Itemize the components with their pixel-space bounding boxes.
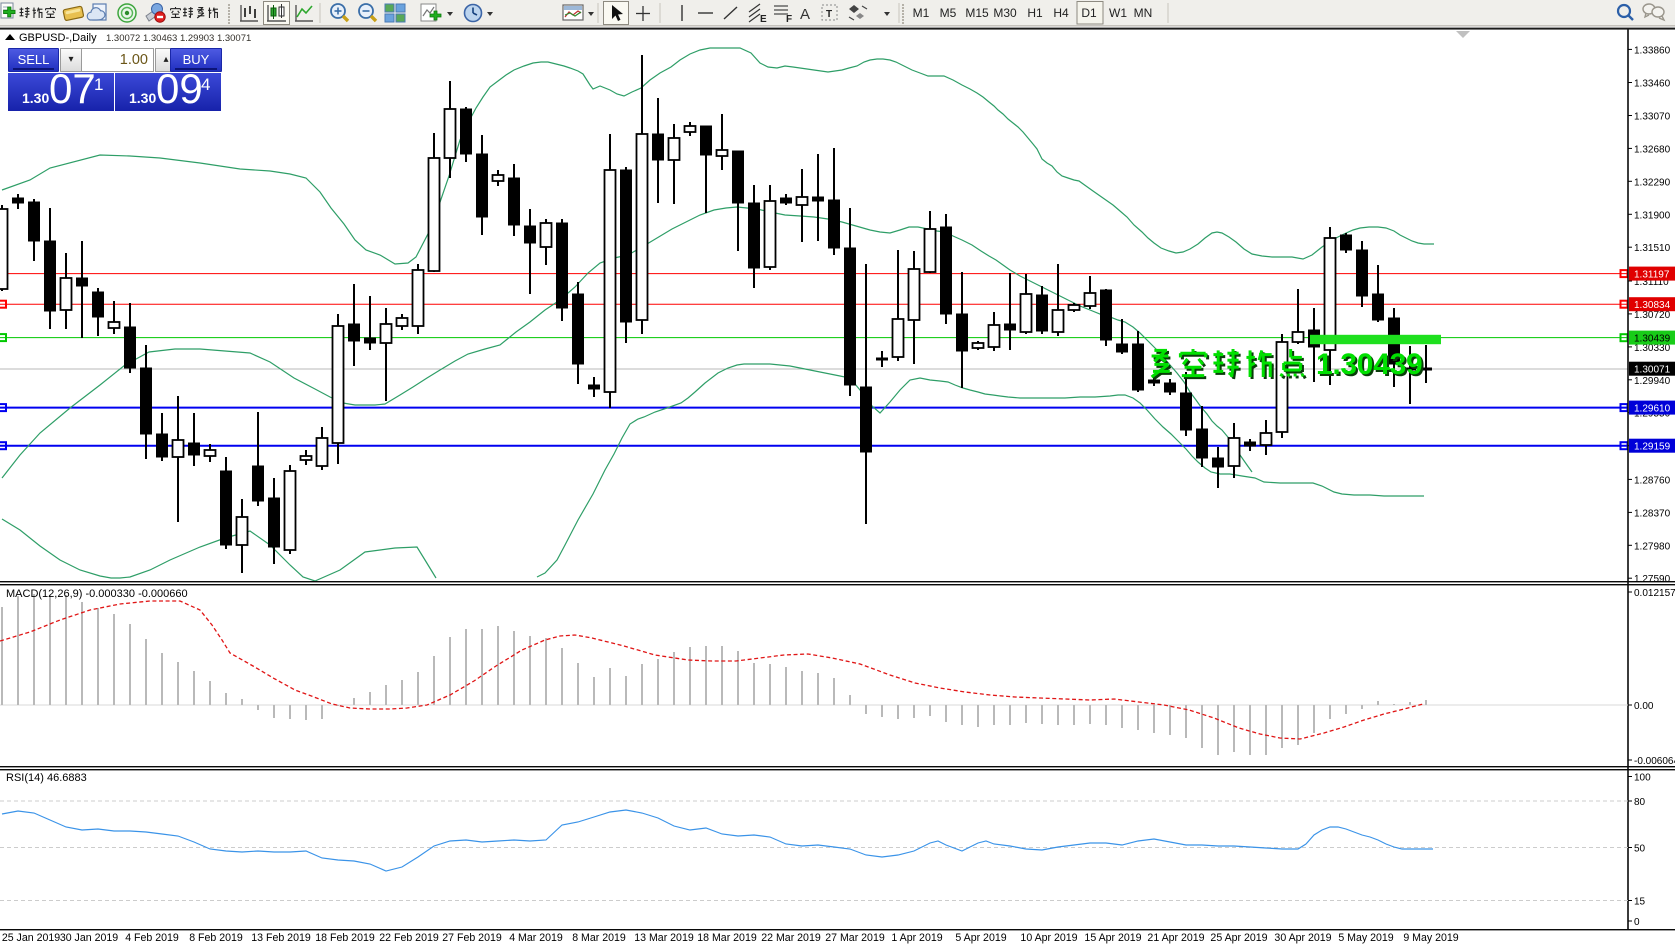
svg-text:D1: D1 [1081, 6, 1097, 20]
svg-text:MN: MN [1134, 6, 1153, 20]
svg-text:1.29159: 1.29159 [1634, 442, 1671, 453]
svg-text:M15: M15 [965, 6, 989, 20]
svg-text:1.29610: 1.29610 [1634, 404, 1671, 415]
svg-text:18 Feb 2019: 18 Feb 2019 [315, 932, 375, 944]
svg-text:W1: W1 [1109, 6, 1127, 20]
svg-text:1.28370: 1.28370 [1634, 508, 1671, 519]
svg-text:1.30330: 1.30330 [1634, 343, 1671, 354]
svg-text:1.28760: 1.28760 [1634, 475, 1671, 486]
svg-text:8 Feb 2019: 8 Feb 2019 [189, 932, 243, 944]
svg-text:30 Jan 2019: 30 Jan 2019 [60, 932, 118, 944]
svg-text:H4: H4 [1053, 6, 1069, 20]
svg-text:F: F [786, 14, 792, 25]
svg-text:18 Mar 2019: 18 Mar 2019 [697, 932, 757, 944]
svg-text:8 Mar 2019: 8 Mar 2019 [572, 932, 626, 944]
svg-text:5 May 2019: 5 May 2019 [1338, 932, 1393, 944]
svg-text:13 Mar 2019: 13 Mar 2019 [634, 932, 694, 944]
svg-text:4 Mar 2019: 4 Mar 2019 [509, 932, 563, 944]
svg-text:4 Feb 2019: 4 Feb 2019 [125, 932, 179, 944]
svg-text:-0.006064: -0.006064 [1634, 756, 1675, 767]
svg-text:1.30071: 1.30071 [1634, 365, 1671, 376]
svg-text:1.33070: 1.33070 [1634, 112, 1671, 123]
svg-text:1.30439: 1.30439 [1318, 350, 1424, 383]
svg-text:21 Apr 2019: 21 Apr 2019 [1147, 932, 1204, 944]
svg-text:100: 100 [1634, 773, 1651, 784]
svg-text:MACD(12,26,9) -0.000330 -0.000: MACD(12,26,9) -0.000330 -0.000660 [6, 588, 188, 600]
svg-text:1.31900: 1.31900 [1634, 210, 1671, 221]
svg-text:M30: M30 [993, 6, 1017, 20]
svg-text:0.00: 0.00 [1634, 701, 1654, 712]
svg-text:1.33460: 1.33460 [1634, 79, 1671, 90]
svg-text:1.30720: 1.30720 [1634, 310, 1671, 321]
svg-text:9 May 2019: 9 May 2019 [1403, 932, 1458, 944]
svg-text:25 Apr 2019: 25 Apr 2019 [1210, 932, 1267, 944]
svg-text:M5: M5 [940, 6, 957, 20]
svg-text:1 Apr 2019: 1 Apr 2019 [891, 932, 942, 944]
svg-text:GBPUSD-,Daily: GBPUSD-,Daily [19, 32, 97, 44]
svg-text:1.31510: 1.31510 [1634, 243, 1671, 254]
svg-text:1.32290: 1.32290 [1634, 177, 1671, 188]
svg-text:M1: M1 [913, 6, 930, 20]
svg-text:A: A [800, 6, 810, 23]
svg-text:15 Apr 2019: 15 Apr 2019 [1084, 932, 1141, 944]
svg-text:80: 80 [1634, 797, 1646, 808]
svg-text:30 Apr 2019: 30 Apr 2019 [1274, 932, 1331, 944]
svg-text:1.33860: 1.33860 [1634, 45, 1671, 56]
svg-text:27 Mar 2019: 27 Mar 2019 [825, 932, 885, 944]
svg-text:22 Feb 2019: 22 Feb 2019 [379, 932, 439, 944]
svg-text:25 Jan 2019: 25 Jan 2019 [2, 932, 60, 944]
svg-text:1.32680: 1.32680 [1634, 144, 1671, 155]
svg-text:T: T [826, 9, 832, 20]
svg-text:1.30439: 1.30439 [1634, 334, 1671, 345]
svg-text:E: E [760, 14, 767, 25]
svg-text:RSI(14) 46.6883: RSI(14) 46.6883 [6, 772, 87, 784]
svg-text:0.012157: 0.012157 [1634, 588, 1675, 599]
svg-text:13 Feb 2019: 13 Feb 2019 [251, 932, 311, 944]
svg-text:50: 50 [1634, 844, 1646, 855]
svg-text:1.31110: 1.31110 [1634, 277, 1669, 288]
svg-text:10 Apr 2019: 10 Apr 2019 [1020, 932, 1077, 944]
svg-text:22 Mar 2019: 22 Mar 2019 [761, 932, 821, 944]
svg-text:1.30072 1.30463 1.29903 1.3: 1.30072 1.30463 1.29903 1.30071 [106, 33, 251, 44]
svg-text:1.30834: 1.30834 [1634, 300, 1671, 311]
svg-text:1.31197: 1.31197 [1634, 270, 1670, 281]
svg-text:H1: H1 [1027, 6, 1043, 20]
svg-text:0: 0 [1634, 917, 1640, 928]
svg-text:1.27980: 1.27980 [1634, 541, 1671, 552]
svg-text:1.29940: 1.29940 [1634, 376, 1671, 387]
svg-text:1.27590: 1.27590 [1634, 574, 1671, 585]
svg-text:5 Apr 2019: 5 Apr 2019 [955, 932, 1006, 944]
svg-text:15: 15 [1634, 897, 1646, 908]
svg-text:1.30439: 1.30439 [1316, 348, 1422, 381]
svg-text:27 Feb 2019: 27 Feb 2019 [442, 932, 502, 944]
